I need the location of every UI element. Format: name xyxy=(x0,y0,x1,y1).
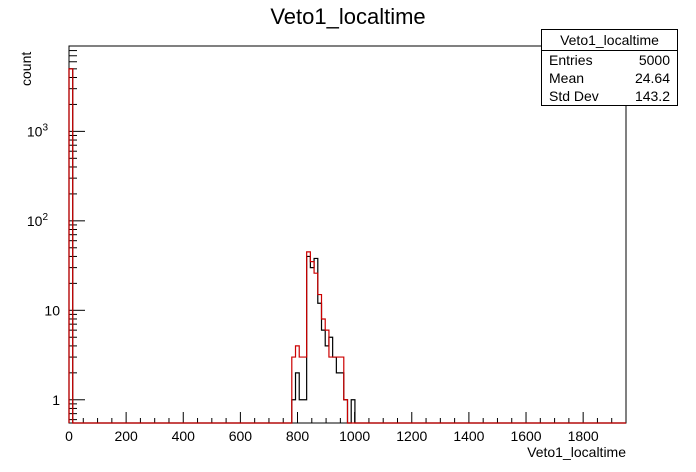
x-tick-label: 800 xyxy=(286,428,310,444)
stats-value: 5000 xyxy=(638,52,670,68)
stats-label: Std Dev xyxy=(549,88,599,104)
y-tick-label: 10 xyxy=(44,302,60,318)
y-tick-label: 103 xyxy=(27,122,49,139)
x-axis-label: Veto1_localtime xyxy=(527,444,626,460)
stats-row-entries: Entries 5000 xyxy=(542,51,677,69)
stats-value: 143.2 xyxy=(634,88,670,104)
x-tick-label: 1000 xyxy=(339,428,370,444)
y-tick-label: 102 xyxy=(27,212,49,229)
x-tick-label: 1200 xyxy=(396,428,427,444)
stats-label: Entries xyxy=(549,52,593,68)
x-tick-label: 1400 xyxy=(453,428,484,444)
y-axis-label: count xyxy=(18,51,34,86)
x-tick-label: 1600 xyxy=(510,428,541,444)
stats-row-mean: Mean 24.64 xyxy=(542,69,677,87)
histogram-series xyxy=(68,68,626,424)
stats-value: 24.64 xyxy=(634,70,670,86)
x-tick-label: 600 xyxy=(229,428,253,444)
histogram-line xyxy=(68,68,626,424)
stats-row-stddev: Std Dev 143.2 xyxy=(542,87,677,105)
stats-label: Mean xyxy=(549,70,585,86)
y-tick-label: 1 xyxy=(52,392,60,408)
x-tick-label: 200 xyxy=(114,428,138,444)
histogram-line xyxy=(68,68,626,424)
stats-title: Veto1_localtime xyxy=(542,30,677,51)
x-tick-label: 400 xyxy=(172,428,196,444)
chart-title: Veto1_localtime xyxy=(270,4,426,29)
x-tick-label: 1800 xyxy=(568,428,599,444)
axis-ticks: 0 200 400 600 800 1000 1200 1400 1600 1800 1 10 102 1… xyxy=(27,45,627,444)
x-tick-label: 0 xyxy=(65,428,73,444)
stats-box: Veto1_localtime Entries 5000 Mean 24.64 … xyxy=(541,29,678,106)
